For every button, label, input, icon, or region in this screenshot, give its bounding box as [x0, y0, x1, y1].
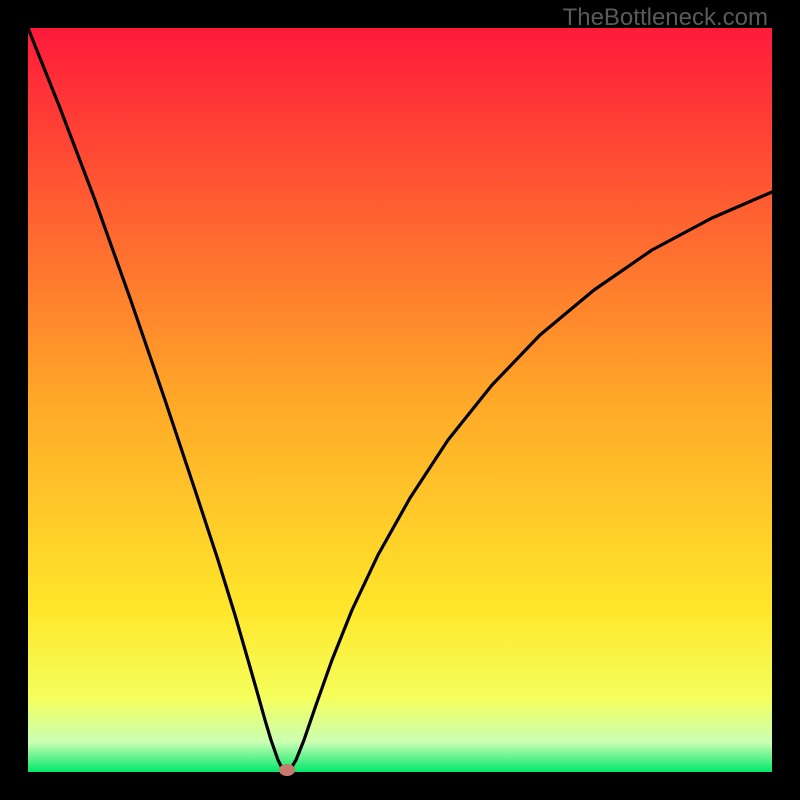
curve-path [28, 28, 772, 772]
plot-area [28, 28, 772, 772]
chart-frame: TheBottleneck.com [0, 0, 800, 800]
bottleneck-curve [28, 28, 772, 772]
watermark-text: TheBottleneck.com [563, 4, 768, 32]
optimal-point-marker [279, 764, 295, 776]
